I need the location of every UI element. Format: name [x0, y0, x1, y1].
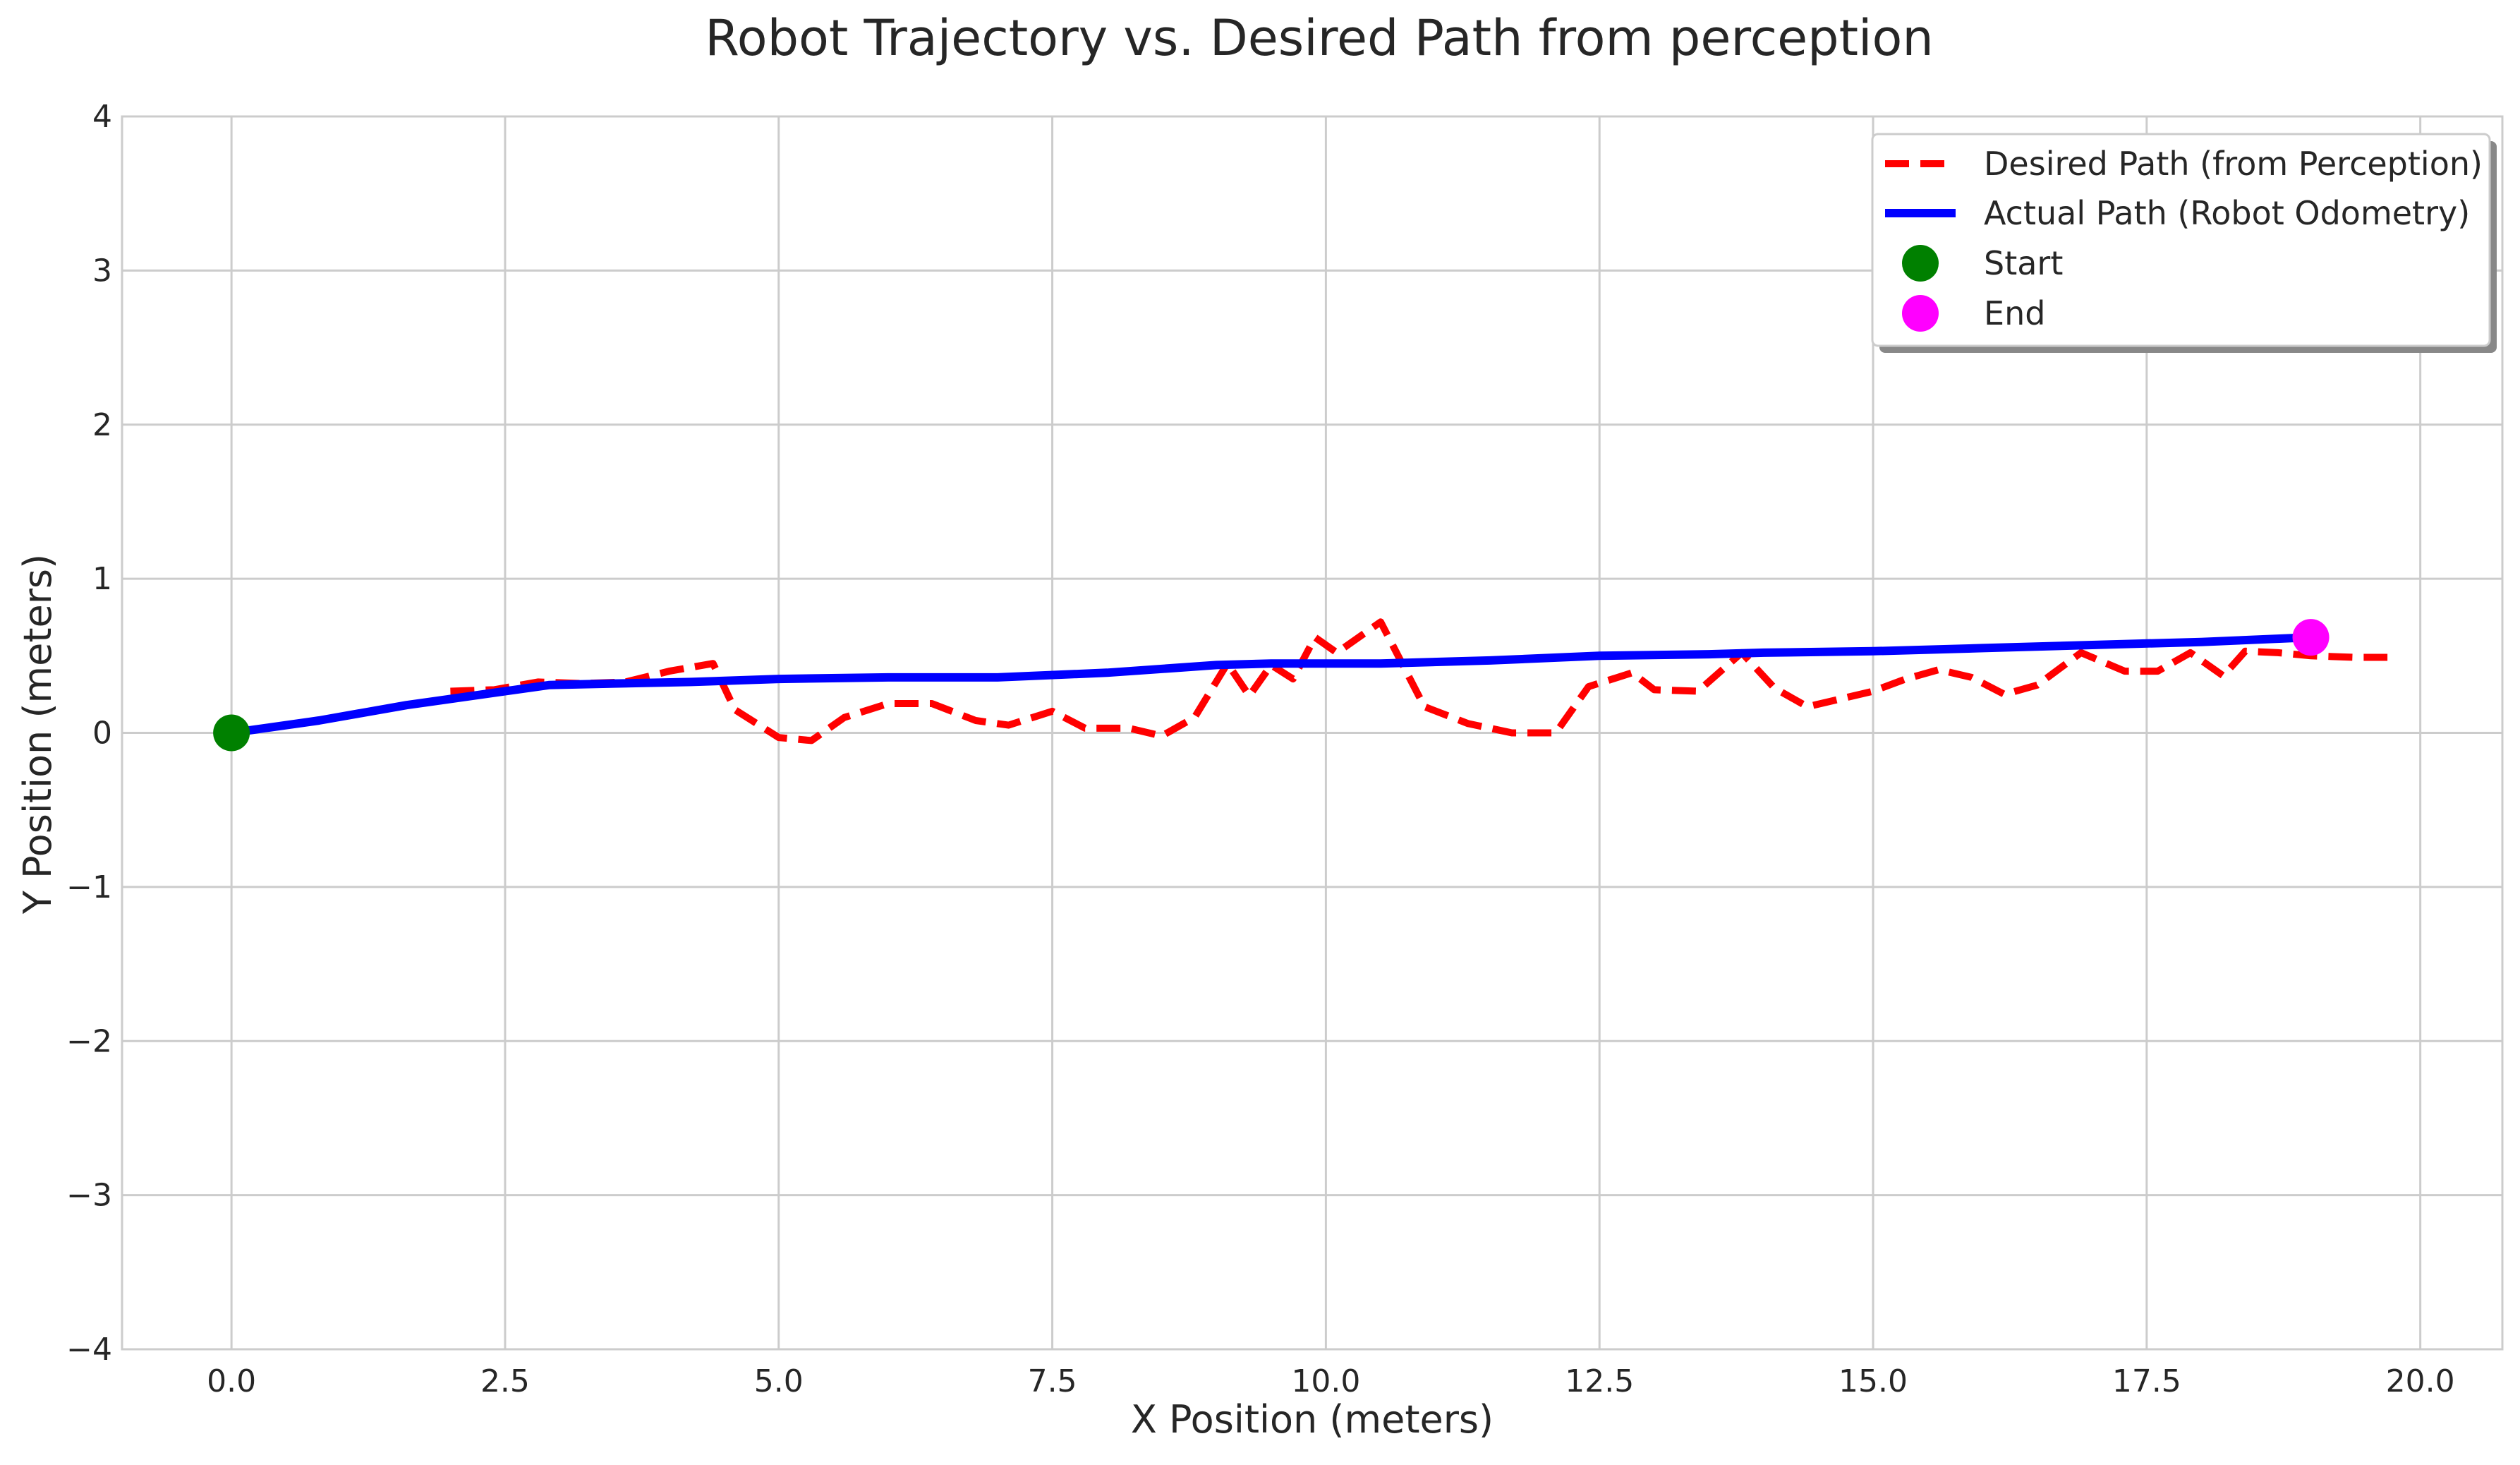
legend-actual-label: Actual Path (Robot Odometry)	[1984, 194, 2470, 232]
y-tick-label: −2	[66, 1023, 112, 1059]
legend: Desired Path (from Perception) Actual Pa…	[1871, 133, 2497, 353]
legend-end-label: End	[1984, 294, 2045, 332]
x-tick-label: 0.0	[207, 1363, 256, 1399]
chart-title: Robot Trajectory vs. Desired Path from p…	[705, 9, 1933, 67]
y-tick-label: 4	[92, 99, 112, 135]
y-tick-label: 3	[92, 253, 112, 289]
y-tick-label: −4	[66, 1332, 112, 1368]
x-tick-label: 2.5	[480, 1363, 530, 1399]
y-tick-label: 0	[92, 716, 112, 752]
legend-box	[1871, 133, 2491, 347]
series-lines	[227, 618, 2388, 744]
legend-start-marker	[1902, 245, 1939, 282]
point-markers	[213, 619, 2330, 752]
x-axis-label: X Position (meters)	[1131, 1397, 1494, 1442]
end-marker	[2292, 619, 2330, 656]
legend-start-label: Start	[1984, 244, 2063, 282]
legend-end-marker	[1902, 295, 1939, 332]
desired-path-line	[450, 618, 2388, 744]
y-axis-label: Y Position (meters)	[16, 554, 60, 915]
tick-labels: 0.0 2.5 5.0 7.5 10.0 12.5 15.0 17.5 20.0 4 3 2 1 0 −1 −…	[66, 99, 2455, 1399]
actual-path-line	[227, 633, 2315, 737]
x-tick-label: 17.5	[2112, 1363, 2181, 1399]
legend-desired-label: Desired Path (from Perception)	[1984, 145, 2483, 183]
x-tick-label: 15.0	[1838, 1363, 1908, 1399]
y-tick-label: 1	[92, 561, 112, 597]
y-tick-label: 2	[92, 407, 112, 443]
x-tick-label: 10.0	[1291, 1363, 1360, 1399]
y-tick-label: −1	[66, 869, 112, 905]
start-marker	[213, 714, 250, 752]
plot-frame	[121, 115, 2504, 1351]
x-tick-label: 12.5	[1565, 1363, 1634, 1399]
y-tick-label: −3	[66, 1178, 112, 1214]
x-tick-label: 7.5	[1028, 1363, 1077, 1399]
x-tick-label: 20.0	[2386, 1363, 2455, 1399]
x-tick-label: 5.0	[754, 1363, 804, 1399]
